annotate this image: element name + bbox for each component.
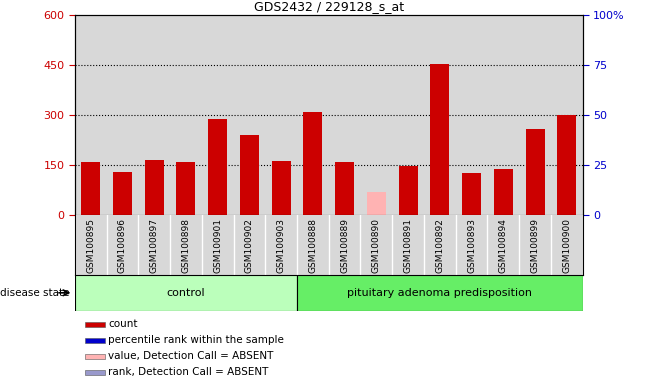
Text: GSM100890: GSM100890 (372, 218, 381, 273)
Bar (85, 322, 105, 327)
Text: GSM100901: GSM100901 (213, 218, 222, 273)
Bar (85, 354, 105, 359)
Text: count: count (108, 319, 137, 329)
Text: GSM100894: GSM100894 (499, 218, 508, 273)
Bar (145, 160, 164, 215)
Text: rank, Detection Call = ABSENT: rank, Detection Call = ABSENT (108, 367, 268, 377)
Bar (335, 162, 354, 215)
Bar (85, 338, 105, 343)
Text: GSM100903: GSM100903 (277, 218, 286, 273)
Bar (430, 64, 449, 215)
Text: GSM100893: GSM100893 (467, 218, 476, 273)
Text: disease state: disease state (0, 288, 70, 298)
Bar (176, 162, 195, 215)
Bar (271, 161, 290, 215)
Bar (493, 169, 513, 215)
Bar (208, 119, 227, 215)
Bar (85, 370, 105, 375)
Bar (462, 174, 481, 215)
Text: GSM100897: GSM100897 (150, 218, 159, 273)
Title: GDS2432 / 229128_s_at: GDS2432 / 229128_s_at (254, 0, 404, 13)
Text: GSM100902: GSM100902 (245, 218, 254, 273)
Bar (367, 192, 386, 215)
Bar (525, 129, 544, 215)
Text: control: control (167, 288, 205, 298)
Text: value, Detection Call = ABSENT: value, Detection Call = ABSENT (108, 351, 273, 361)
Text: GSM100892: GSM100892 (436, 218, 445, 273)
Text: GSM100899: GSM100899 (531, 218, 540, 273)
Text: GSM100896: GSM100896 (118, 218, 127, 273)
Text: pituitary adenoma predisposition: pituitary adenoma predisposition (348, 288, 533, 298)
Text: GSM100888: GSM100888 (309, 218, 318, 273)
Text: GSM100898: GSM100898 (182, 218, 191, 273)
Text: GSM100900: GSM100900 (562, 218, 572, 273)
Bar (113, 172, 132, 215)
Text: percentile rank within the sample: percentile rank within the sample (108, 335, 284, 345)
Bar (398, 166, 418, 215)
Bar (557, 115, 576, 215)
Bar (297, 275, 583, 311)
Text: GSM100891: GSM100891 (404, 218, 413, 273)
Bar (81, 162, 100, 215)
Text: GSM100895: GSM100895 (86, 218, 95, 273)
Bar (303, 112, 322, 215)
Bar (75, 275, 297, 311)
Bar (240, 135, 259, 215)
Text: GSM100889: GSM100889 (340, 218, 349, 273)
